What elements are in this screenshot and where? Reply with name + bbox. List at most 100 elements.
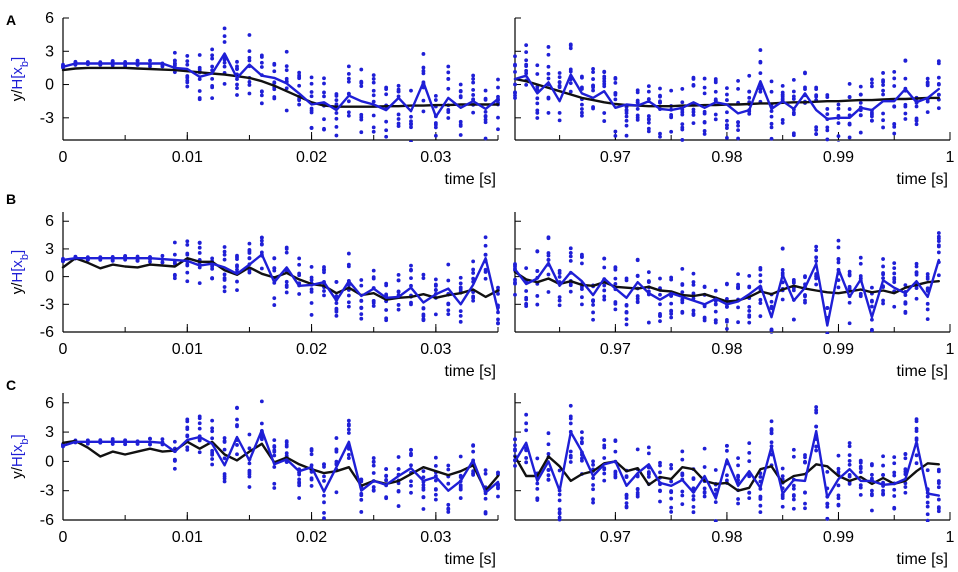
sample-dot xyxy=(185,59,190,64)
sample-dot xyxy=(535,108,540,113)
sample-dot xyxy=(914,296,919,301)
sample-dot xyxy=(613,134,618,138)
sample-dot xyxy=(272,486,277,490)
sample-dot xyxy=(602,438,607,443)
sample-dot xyxy=(903,300,908,305)
sample-dot xyxy=(669,129,674,134)
sample-dot xyxy=(409,125,413,130)
sample-dot xyxy=(524,421,529,426)
sample-dot xyxy=(881,454,885,459)
sample-dot xyxy=(591,70,595,75)
sample-dot xyxy=(222,34,227,39)
sample-dot xyxy=(836,256,841,261)
series-line-mean xyxy=(61,428,500,494)
sample-dot xyxy=(384,92,389,97)
sample-dot xyxy=(702,486,707,491)
sample-dot xyxy=(780,83,785,88)
sample-dot xyxy=(646,451,651,456)
sample-dot xyxy=(713,487,718,492)
sample-dot xyxy=(247,80,252,84)
sample-dot xyxy=(396,455,401,459)
sample-dot xyxy=(446,467,451,472)
sample-dot xyxy=(284,86,289,91)
sample-dot xyxy=(409,140,413,142)
sample-dot xyxy=(613,307,618,312)
sample-dot xyxy=(702,490,707,494)
sample-dot xyxy=(185,54,190,58)
sample-dot xyxy=(222,439,227,443)
sample-dot xyxy=(758,279,763,284)
sample-dot xyxy=(713,80,718,85)
sample-dot xyxy=(791,317,796,322)
panel-a-left: 6 3 0 -3 0 0.01 0.02 0.03 time [s] xyxy=(40,10,500,188)
sample-dot xyxy=(858,492,863,497)
sample-dot xyxy=(881,88,885,93)
sample-dot xyxy=(658,463,662,468)
sample-dot xyxy=(568,81,573,86)
sample-dot xyxy=(914,461,919,466)
sample-dot xyxy=(535,498,540,502)
sample-dot xyxy=(110,442,115,446)
sample-dot xyxy=(421,318,426,323)
sample-dot xyxy=(680,309,685,314)
sample-dot xyxy=(770,333,774,334)
sample-dot xyxy=(272,96,277,101)
sample-dot xyxy=(148,64,152,69)
sample-dot xyxy=(747,441,752,446)
sample-dot xyxy=(892,494,897,498)
sample-dot xyxy=(669,88,674,93)
sample-dot xyxy=(210,64,215,69)
sample-dot xyxy=(736,120,740,125)
sample-dot xyxy=(747,309,752,313)
sample-dot xyxy=(613,469,618,474)
sample-dot xyxy=(557,515,562,520)
sample-dot xyxy=(635,447,640,452)
sample-dot xyxy=(691,113,696,117)
sample-dot xyxy=(702,119,707,124)
sample-dot xyxy=(837,143,841,147)
sample-dot xyxy=(936,59,941,64)
panel-c-right: 0.97 0.98 0.99 1 time [s] xyxy=(513,393,955,568)
sample-dot xyxy=(702,494,707,499)
sample-dot xyxy=(458,319,463,324)
sample-dot xyxy=(421,483,426,487)
sample-dot xyxy=(669,301,674,306)
sample-dot xyxy=(172,466,177,471)
sample-dot xyxy=(471,77,476,81)
sample-dot xyxy=(803,71,807,76)
sample-dot xyxy=(396,303,401,307)
sample-dots xyxy=(513,42,941,147)
sample-dot xyxy=(691,510,696,515)
sample-dot xyxy=(334,111,339,115)
sample-dot xyxy=(458,496,463,500)
sample-dot xyxy=(769,121,774,126)
sample-dot xyxy=(483,136,488,141)
sample-dot xyxy=(546,468,551,473)
y-tick-label: 6 xyxy=(45,213,54,230)
sample-dot xyxy=(725,118,729,123)
sample-dot xyxy=(272,438,277,443)
sample-dot xyxy=(624,114,629,119)
sample-dot xyxy=(658,470,662,475)
sample-dot xyxy=(259,242,264,247)
sample-dot xyxy=(210,448,215,453)
sample-dot xyxy=(546,111,551,115)
sample-dot xyxy=(635,100,640,105)
sample-dot xyxy=(613,474,618,479)
sample-dot xyxy=(769,125,774,130)
sample-dot xyxy=(713,320,718,325)
sample-dot xyxy=(791,94,796,99)
sample-dot xyxy=(691,271,696,276)
sample-dot xyxy=(513,82,517,87)
sample-dot xyxy=(334,92,339,96)
sample-dot xyxy=(359,312,364,317)
x-axis-label: time [s] xyxy=(896,551,948,568)
sample-dot xyxy=(591,317,595,322)
sample-dot xyxy=(803,501,807,506)
sample-dot xyxy=(421,65,426,70)
sample-dot xyxy=(624,474,629,479)
sample-dot xyxy=(803,87,807,92)
sample-dot xyxy=(580,436,584,441)
sample-dot xyxy=(247,472,252,477)
sample-dot xyxy=(135,59,140,63)
